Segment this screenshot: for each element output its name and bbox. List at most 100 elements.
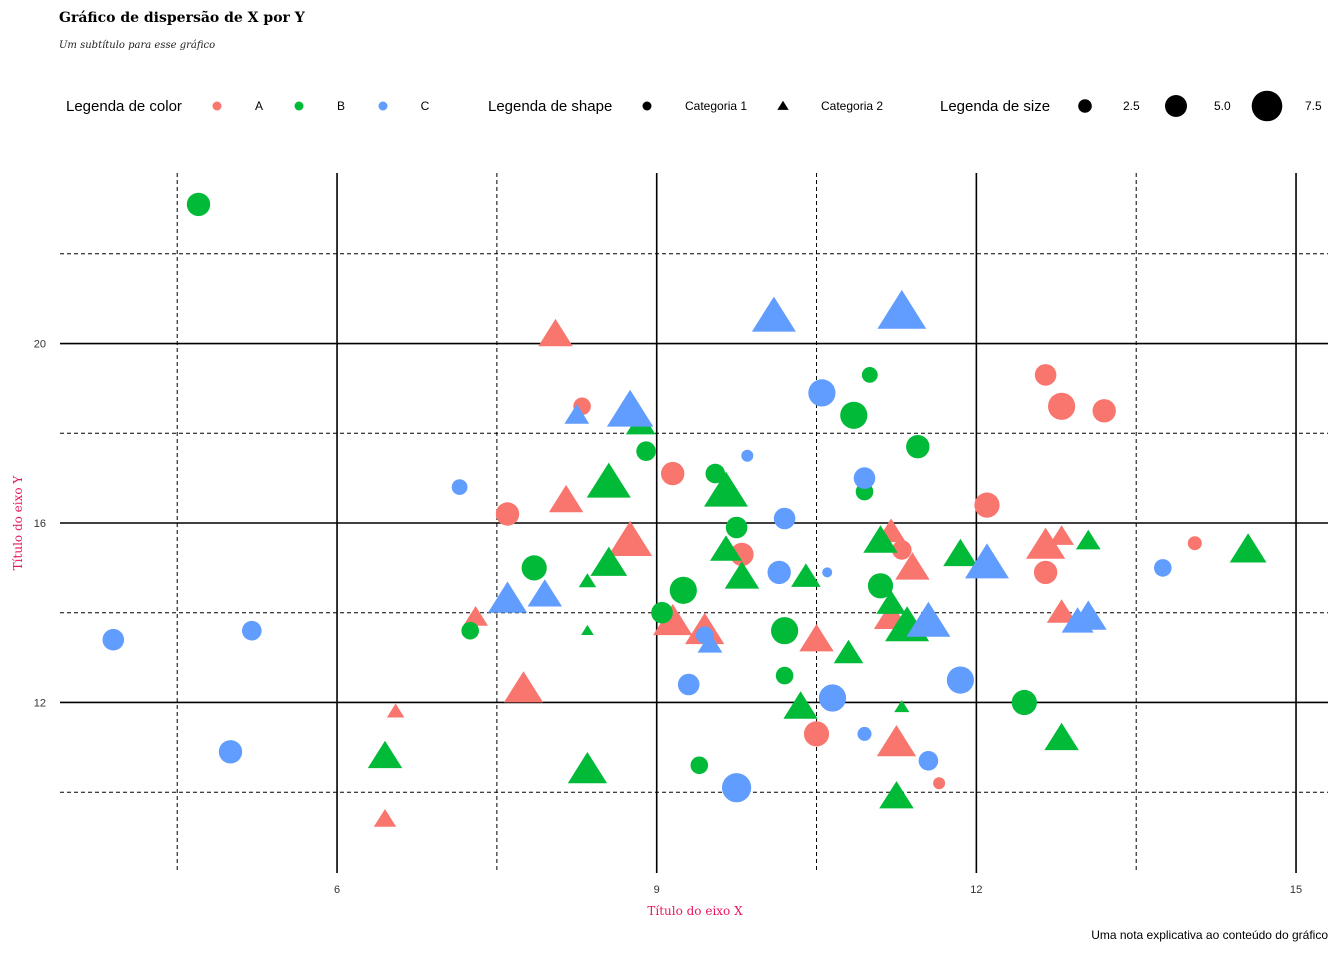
data-point-b <box>521 555 547 581</box>
data-point-a <box>373 809 397 827</box>
legend-size-title: Legenda de size <box>940 98 1050 115</box>
data-point-b <box>651 601 673 624</box>
data-point-b <box>775 666 794 685</box>
data-point-c <box>818 684 847 712</box>
data-point-b <box>863 525 898 553</box>
data-point-b <box>710 535 742 561</box>
chart-title: Gráfico de dispersão de X por Y <box>59 10 305 26</box>
data-point-b <box>186 192 211 217</box>
data-point-b <box>704 471 748 507</box>
data-point-c <box>822 567 833 578</box>
legend-color-title: Legenda de color <box>66 98 182 115</box>
legend-size-key <box>1165 95 1187 117</box>
data-point-c <box>965 543 1009 579</box>
data-point-a <box>661 461 685 486</box>
data-point-c <box>773 507 796 530</box>
tick-labels: 6 9 12 15 12 16 20 <box>34 339 1302 896</box>
data-point-a <box>463 606 488 626</box>
legend-size-label: 5.0 <box>1214 99 1231 113</box>
data-point-a <box>799 624 834 652</box>
data-point-c <box>808 379 836 407</box>
grid <box>60 173 1328 873</box>
data-point-c <box>218 740 243 764</box>
data-point-b <box>861 367 878 383</box>
data-point-b <box>943 538 978 567</box>
data-point-a <box>503 671 544 703</box>
data-point-b <box>783 691 818 719</box>
data-point-a <box>892 540 912 560</box>
data-point-a <box>1046 599 1077 623</box>
data-point-c <box>102 628 125 651</box>
data-point-b <box>1075 529 1101 550</box>
legend-color-key-b <box>294 101 304 111</box>
data-point-a <box>1092 399 1116 423</box>
data-point-c <box>1154 559 1172 577</box>
data-point-b <box>1044 722 1079 751</box>
legend-shape-key-triangle <box>777 100 789 110</box>
y-tick-label: 12 <box>34 697 46 709</box>
data-point-a <box>895 552 930 580</box>
data-point-a <box>1034 364 1057 386</box>
data-point-a <box>1048 392 1076 420</box>
chart-caption: Uma nota explicativa ao conteúdo do gráf… <box>1091 928 1328 942</box>
x-axis-title: Título do eixo X <box>647 904 743 918</box>
data-point-b <box>791 563 821 587</box>
legend-items: A B C Categoria 1 Categoria 2 2.5 5.0 7.5 <box>212 90 1322 122</box>
legend-color-label: C <box>421 99 430 113</box>
data-point-c <box>242 620 262 641</box>
y-tick-label: 20 <box>34 339 46 351</box>
legend-size-key <box>1078 99 1092 113</box>
data-point-b <box>867 573 894 599</box>
data-point-b <box>724 561 760 589</box>
data-point-b <box>1011 689 1037 716</box>
data-point-b <box>840 401 868 429</box>
data-point-b <box>636 441 656 462</box>
data-point-a <box>803 721 830 747</box>
data-point-b <box>906 435 930 459</box>
data-point-c <box>564 404 590 424</box>
y-axis-title: Título do eixo Y <box>11 475 25 571</box>
data-point-c <box>918 751 939 771</box>
data-point-c <box>451 479 468 495</box>
data-point-a <box>974 492 1000 518</box>
legend-size-key <box>1251 90 1283 122</box>
x-tick-label: 6 <box>334 884 340 896</box>
data-point-b <box>461 621 480 640</box>
points-layer <box>102 192 1267 827</box>
data-point-b <box>725 516 748 539</box>
legend-color-label: B <box>337 99 345 113</box>
data-point-b <box>690 756 709 775</box>
legend-size-label: 7.5 <box>1305 99 1322 113</box>
data-point-c <box>751 296 796 332</box>
data-point-c <box>741 449 754 462</box>
data-point-b <box>590 546 628 576</box>
data-point-b <box>894 700 910 713</box>
data-point-a <box>1049 525 1074 545</box>
data-point-c <box>853 467 876 489</box>
y-tick-label: 16 <box>34 518 46 530</box>
data-point-a <box>538 318 573 347</box>
chart-subtitle: Um subtítulo para esse gráfico <box>59 40 216 51</box>
data-point-b <box>567 752 608 784</box>
data-point-c <box>677 673 700 696</box>
data-point-c <box>722 773 752 803</box>
legend-shape-label: Categoria 1 <box>685 99 747 113</box>
x-tick-label: 15 <box>1290 884 1302 896</box>
x-tick-label: 12 <box>970 884 982 896</box>
data-point-a <box>1187 536 1202 551</box>
legend-color-label: A <box>255 99 263 113</box>
data-point-c <box>906 601 951 637</box>
data-point-a <box>608 520 653 556</box>
legend-shape-title: Legenda de shape <box>488 98 612 115</box>
legend-size-label: 2.5 <box>1123 99 1140 113</box>
data-point-c <box>857 726 872 741</box>
data-point-a <box>933 777 946 790</box>
x-tick-label: 9 <box>654 884 660 896</box>
legend-color-key-c <box>378 101 388 111</box>
data-point-c <box>877 289 927 329</box>
data-point-b <box>669 576 697 604</box>
data-point-a <box>548 484 584 513</box>
data-point-b <box>586 462 631 498</box>
